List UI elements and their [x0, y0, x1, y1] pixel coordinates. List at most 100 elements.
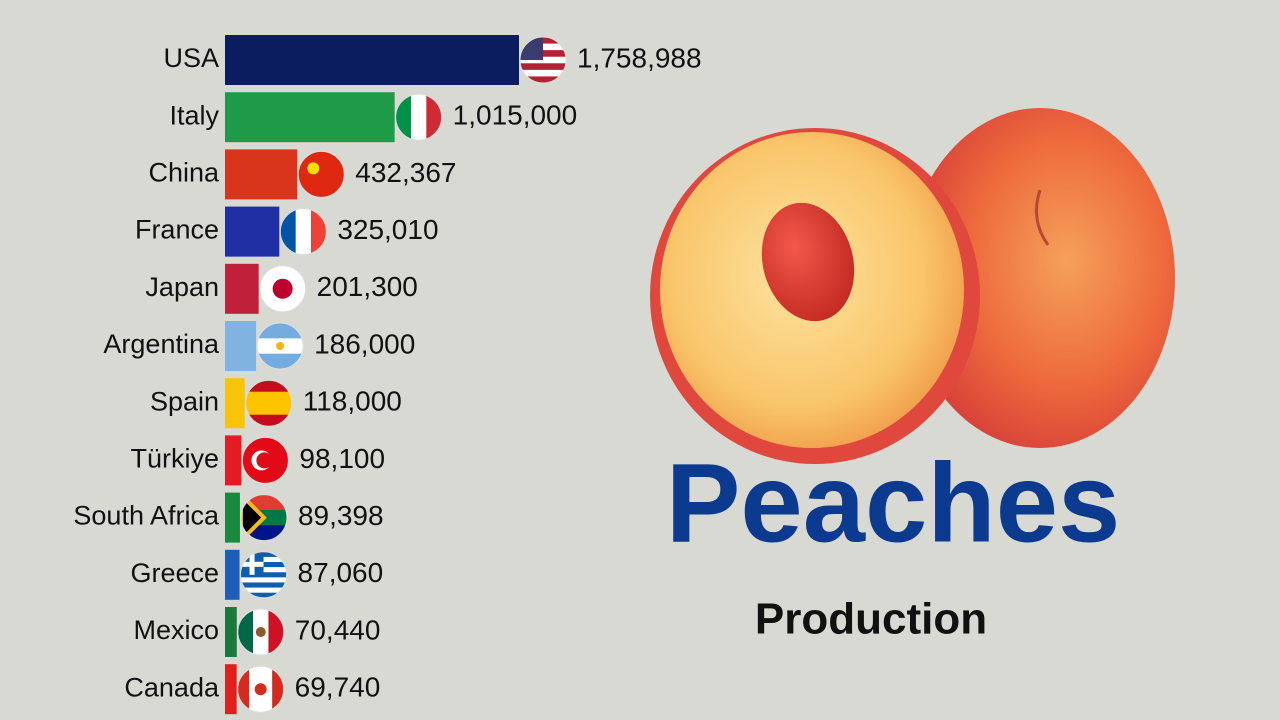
- flag-rim: [240, 494, 288, 542]
- flag-stripe: [426, 94, 442, 141]
- bar: [225, 607, 237, 657]
- flag: [241, 436, 289, 484]
- flag-body: [298, 151, 345, 198]
- value-label: 201,300: [317, 271, 418, 302]
- flag-stripe: [272, 666, 284, 713]
- flag-stripe: [520, 76, 566, 83]
- bar: [225, 263, 259, 314]
- flag-stripe: [240, 587, 287, 594]
- flag-stripe: [240, 577, 287, 583]
- flag: [237, 608, 285, 656]
- flag-rim: [259, 265, 307, 313]
- flag-body: [520, 37, 566, 83]
- flag-cross: [249, 551, 255, 575]
- flag-stripe: [268, 609, 284, 655]
- flag-stripe: [237, 609, 254, 655]
- value-label: 186,000: [314, 328, 415, 359]
- flag: [256, 322, 304, 370]
- flag: [237, 665, 285, 713]
- flag-stripe: [520, 56, 566, 64]
- flag-stripe: [280, 208, 297, 255]
- flag: [259, 265, 307, 313]
- flag-body: [395, 94, 442, 141]
- flag-stripe: [410, 94, 427, 141]
- category-label: Greece: [130, 558, 219, 588]
- flag-triangle: [240, 494, 267, 541]
- flag-emblem: [307, 162, 320, 175]
- flag-stripe: [245, 414, 292, 427]
- peach-image: [650, 108, 1175, 464]
- flag-stripe: [240, 592, 287, 598]
- flag-body: [280, 208, 327, 255]
- category-label: Spain: [150, 386, 219, 416]
- value-label: 89,398: [298, 500, 384, 531]
- flag-body: [240, 551, 287, 598]
- chart-title: Peaches: [666, 441, 1121, 566]
- bar: [225, 321, 257, 371]
- flag-rim: [256, 322, 304, 370]
- flag-crescent-cut: [256, 452, 273, 469]
- flag-stripe: [395, 94, 412, 141]
- chart-subtitle: Production: [755, 595, 987, 644]
- flag-rim: [519, 36, 567, 84]
- flag-stripe: [237, 666, 250, 713]
- value-label: 70,440: [295, 614, 381, 645]
- bar: [225, 35, 519, 85]
- flag-stripe: [245, 403, 292, 416]
- flag-stripe: [245, 391, 292, 404]
- flag-stripe: [257, 353, 304, 369]
- value-label: 118,000: [303, 386, 402, 417]
- flag-rim: [279, 208, 327, 256]
- flag-rim: [241, 436, 289, 484]
- category-label: Mexico: [133, 615, 219, 645]
- bar: [225, 549, 240, 600]
- bar: [225, 492, 240, 543]
- flag-stripe: [295, 208, 312, 255]
- category-label: USA: [163, 43, 219, 73]
- flag-rim: [237, 665, 285, 713]
- bar: [225, 435, 242, 486]
- value-label: 69,740: [295, 672, 381, 703]
- flag: [245, 379, 293, 427]
- value-label: 87,060: [298, 557, 384, 588]
- flag: [519, 36, 567, 84]
- flag-rim: [395, 93, 443, 141]
- bar: [225, 206, 280, 257]
- flag: [240, 494, 288, 542]
- flag-body: [242, 437, 289, 484]
- category-label: South Africa: [73, 501, 220, 531]
- category-label: Canada: [124, 672, 220, 702]
- flag-stripe: [240, 582, 287, 589]
- bar: [225, 149, 298, 200]
- flag: [240, 551, 288, 599]
- category-label: Argentina: [103, 329, 220, 359]
- flag-rim: [245, 379, 293, 427]
- flag: [279, 208, 327, 256]
- flag-body: [259, 265, 306, 312]
- flag-stripe: [520, 69, 566, 77]
- value-label: 1,758,988: [577, 42, 702, 73]
- flag-emblem: [276, 342, 285, 350]
- flag-emblem: [254, 683, 267, 696]
- flag-body: [237, 666, 284, 713]
- category-label: China: [148, 158, 220, 188]
- category-label: Türkiye: [130, 444, 219, 474]
- flag-body: [257, 323, 304, 369]
- bar: [225, 92, 395, 143]
- flag-rim: [297, 150, 345, 198]
- flag-emblem: [255, 627, 266, 637]
- flag: [297, 150, 345, 198]
- value-label: 1,015,000: [453, 100, 578, 131]
- value-label: 325,010: [337, 214, 438, 245]
- value-label: 98,100: [299, 443, 385, 474]
- flag-body: [240, 494, 287, 541]
- flag-stripe: [298, 151, 345, 198]
- bar: [225, 378, 245, 429]
- value-label: 432,367: [355, 157, 456, 188]
- flag-stripe: [520, 63, 566, 71]
- category-label: Italy: [169, 100, 219, 130]
- flag: [395, 93, 443, 141]
- flag-emblem: [272, 278, 293, 299]
- bar: [225, 664, 237, 715]
